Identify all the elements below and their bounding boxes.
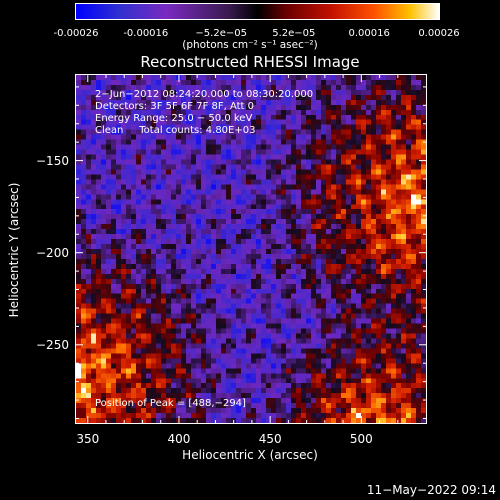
y-tick-label: −250 (36, 337, 69, 352)
info-energy-range: Energy Range: 25.0 − 50.0 keV (95, 113, 253, 124)
colorbar-tick-label: -0.00016 (123, 28, 169, 39)
plot-area: 2−Jun−2012 08:24:20.000 to 08:30:20.000 … (75, 74, 427, 424)
info-time-range: 2−Jun−2012 08:24:20.000 to 08:30:20.000 (95, 89, 314, 100)
x-tick-label: 500 (349, 432, 373, 446)
heatmap-image (76, 75, 426, 423)
colorbar-tick-label: 0.00016 (348, 28, 390, 39)
x-tick-label: 350 (76, 432, 100, 446)
colorbar-tick-label: 0.00026 (418, 28, 460, 39)
colorbar-tick-label: −5.2e−05 (195, 28, 247, 39)
colorbar-tick-label: -0.00026 (53, 28, 99, 39)
colorbar-tick-label: 5.2e−05 (272, 28, 316, 39)
colorbar-units: (photons cm⁻² s⁻¹ asec⁻²) (182, 39, 318, 51)
y-tick-label: −200 (36, 245, 69, 260)
y-tick-label: −150 (36, 153, 69, 168)
peak-position-label: Position of Peak = [488,−294] (95, 398, 246, 409)
x-tick-label: 400 (167, 432, 191, 446)
x-tick-label: 450 (258, 432, 282, 446)
info-detectors: Detectors: 3F 5F 6F 7F 8F, Att 0 (95, 101, 255, 112)
y-axis-label: Heliocentric Y (arcsec) (7, 182, 21, 318)
x-axis-label: Heliocentric X (arcsec) (182, 448, 318, 462)
info-total-counts: Clean Total counts: 4.80E+03 (95, 125, 256, 136)
timestamp: 11−May−2022 09:14 (366, 483, 496, 497)
colorbar (75, 3, 440, 20)
chart-title: Reconstructed RHESSI Image (140, 53, 360, 71)
